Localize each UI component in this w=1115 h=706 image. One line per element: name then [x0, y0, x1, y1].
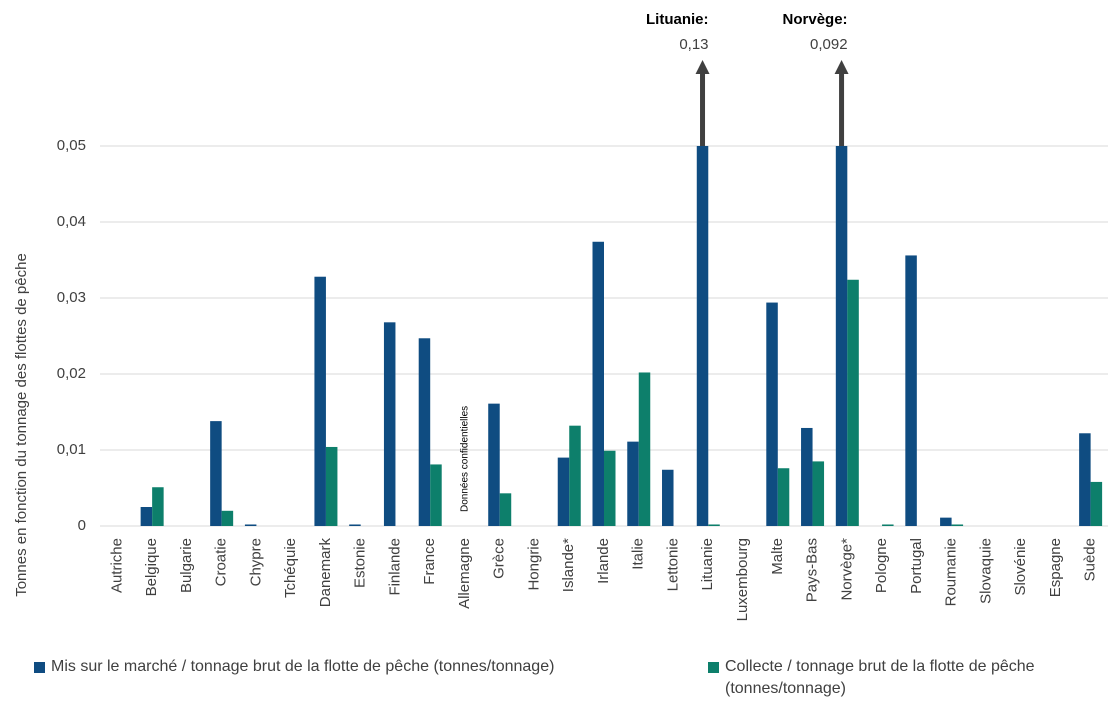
bar	[940, 517, 952, 526]
bar	[418, 338, 431, 526]
bar	[777, 468, 790, 526]
bar	[325, 446, 338, 526]
bar	[847, 279, 859, 526]
bar	[1079, 433, 1091, 526]
bar	[140, 507, 153, 526]
x-tick-label: Norvège*	[838, 538, 855, 601]
x-tick-label: Croatie	[213, 538, 230, 586]
x-tick-label: Finlande	[386, 538, 403, 596]
annotation-value: 0,13	[679, 36, 708, 53]
x-tick-label: Slovénie	[1012, 538, 1029, 596]
bar	[708, 524, 720, 526]
bar	[905, 255, 917, 526]
bar	[349, 524, 361, 526]
y-axis-title: Tonnes en fonction du tonnage des flotte…	[13, 253, 30, 597]
annotation-title: Norvège:	[783, 11, 848, 28]
bar	[152, 487, 164, 526]
bar	[638, 372, 651, 526]
bar	[314, 276, 326, 526]
x-tick-label: Hongrie	[525, 538, 542, 591]
x-tick-label: Chypre	[247, 538, 264, 586]
bar	[662, 469, 674, 526]
bar	[383, 322, 396, 526]
y-tick-label: 0,01	[57, 441, 86, 458]
x-tick-label: Suède	[1082, 538, 1099, 581]
bar	[430, 464, 442, 526]
x-tick-label: Irlande	[595, 538, 612, 584]
x-tick-label: Estonie	[352, 538, 369, 588]
x-tick-label: Autriche	[108, 538, 125, 593]
x-tick-label: Lituanie	[699, 538, 716, 591]
bar	[557, 457, 570, 526]
x-tick-label: Slovaquie	[977, 538, 994, 604]
x-tick-label: Belgique	[143, 538, 160, 596]
x-tick-label: Tchéquie	[282, 538, 299, 598]
bar	[627, 441, 639, 526]
y-tick-label: 0,04	[57, 213, 86, 230]
bar	[210, 421, 222, 526]
x-tick-label: Roumanie	[943, 538, 960, 606]
x-tick-label: Allemagne	[456, 538, 473, 609]
x-tick-label: Islande*	[560, 538, 577, 592]
x-tick-label: Grèce	[491, 538, 508, 579]
bar	[244, 524, 257, 526]
x-tick-label: Lettonie	[664, 538, 681, 591]
x-tick-label: Bulgarie	[178, 538, 195, 593]
annotation-value: 0,092	[810, 36, 848, 53]
legend-swatch	[34, 662, 45, 673]
bar	[592, 241, 604, 526]
x-tick-label: Danemark	[317, 538, 334, 608]
bar	[569, 425, 581, 526]
y-tick-label: 0,02	[57, 365, 86, 382]
y-tick-label: 0,03	[57, 289, 86, 306]
bar	[604, 450, 616, 526]
x-tick-label: Italie	[630, 538, 647, 570]
arrow-head	[834, 60, 849, 74]
x-tick-label: Pologne	[873, 538, 890, 593]
x-tick-label: Espagne	[1047, 538, 1064, 597]
legend-label: Collecte / tonnage brut de la flotte de …	[725, 658, 1035, 697]
bar	[221, 510, 234, 526]
bar	[499, 493, 512, 526]
x-tick-label: Pays-Bas	[804, 538, 821, 602]
bar	[801, 427, 813, 526]
annotation-note: Données confidentielles	[460, 406, 471, 512]
legend-item: Collecte / tonnage brut de la flotte de …	[708, 656, 1108, 700]
bar	[1090, 481, 1103, 526]
legend-label: Mis sur le marché / tonnage brut de la f…	[51, 658, 555, 675]
x-tick-label: Malte	[769, 538, 786, 575]
bar	[951, 524, 964, 526]
x-tick-label: Portugal	[908, 538, 925, 594]
bar	[488, 403, 500, 526]
legend-item: Mis sur le marché / tonnage brut de la f…	[34, 656, 694, 678]
bar	[766, 302, 778, 526]
legend-swatch	[708, 662, 719, 673]
bar	[882, 524, 894, 526]
bar	[696, 146, 709, 526]
bars	[140, 146, 1103, 527]
annotation-title: Lituanie:	[646, 11, 709, 28]
bar	[812, 461, 825, 526]
x-tick-label: Luxembourg	[734, 538, 751, 621]
x-tick-label: France	[421, 538, 438, 585]
arrow-head	[695, 60, 710, 74]
chart: Tonnes en fonction du tonnage des flotte…	[13, 11, 1108, 621]
y-tick-label: 0	[78, 517, 86, 534]
y-tick-label: 0,05	[57, 137, 86, 154]
bar	[835, 146, 848, 527]
